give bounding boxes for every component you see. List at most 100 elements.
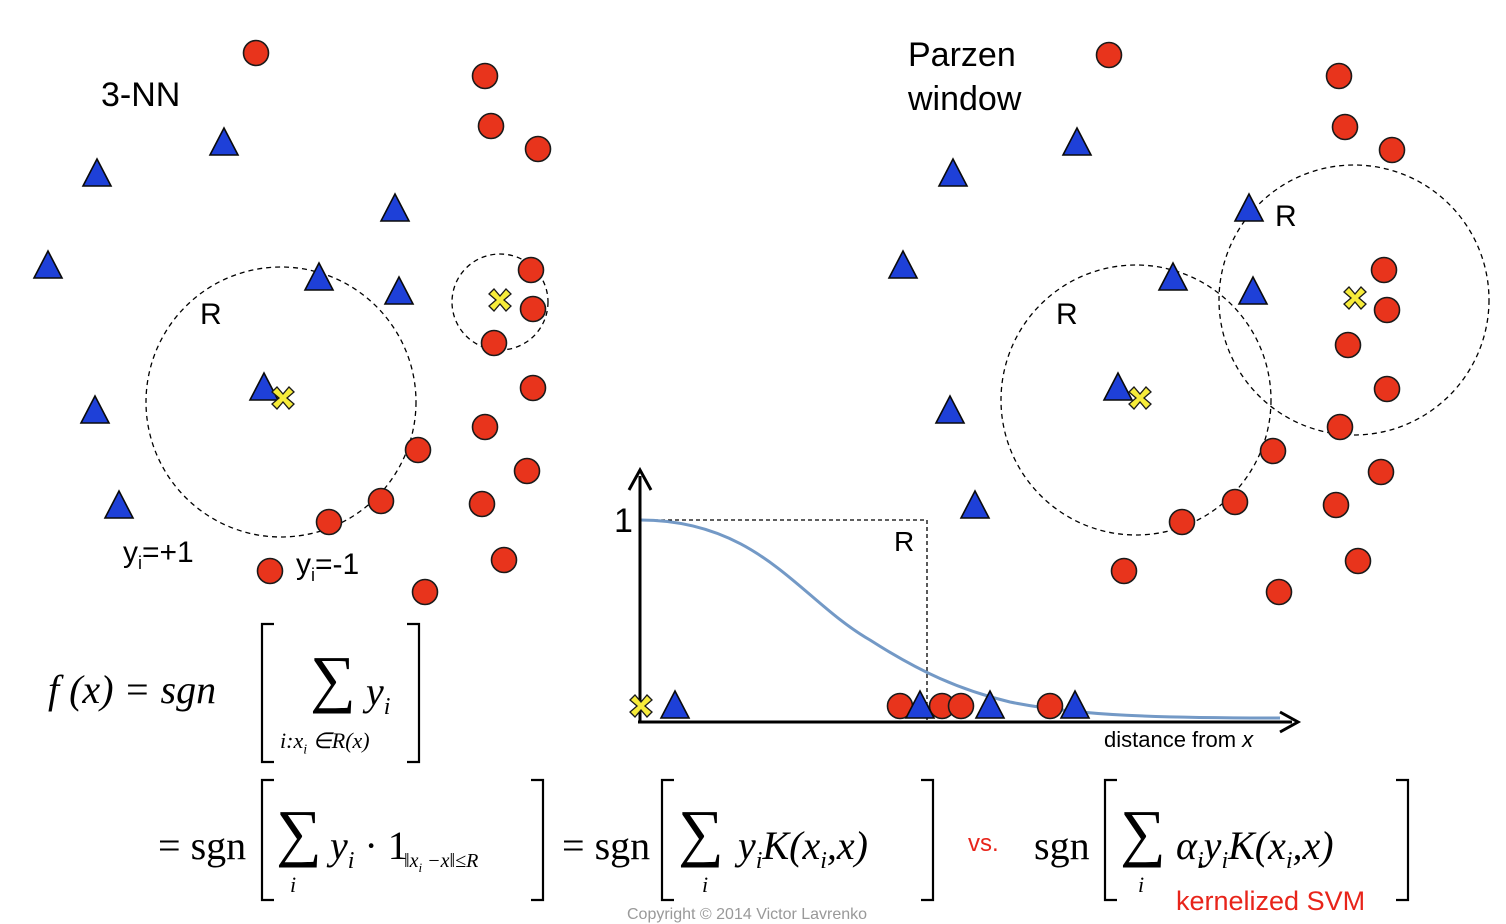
negative-point	[1259, 437, 1287, 465]
term-b-rest: K(x	[762, 823, 821, 868]
parzen-radius-label-right: R	[1275, 200, 1297, 233]
legend-negative-y: y	[296, 548, 311, 581]
positive-point	[383, 275, 415, 305]
sum-term-1-y: y	[366, 669, 384, 714]
indicator-rest: −x‖≤R	[422, 850, 479, 872]
sum-index-2: i	[290, 872, 297, 897]
legend-negative: yi=-1	[296, 548, 359, 586]
negative-point	[519, 374, 547, 402]
negative-point	[1265, 578, 1293, 606]
term-c-sub2: i	[1221, 848, 1229, 874]
query-point-marker	[271, 386, 295, 410]
eq-1: =	[158, 823, 181, 868]
positive-point	[959, 489, 991, 519]
sum-under-1-sub: i	[303, 742, 308, 758]
vs-label: vs.	[968, 830, 999, 857]
positive-point	[887, 249, 919, 279]
term-c-y: y	[1203, 823, 1222, 868]
bracket-l1-left	[260, 622, 274, 764]
term-b: yiK(xi,x)	[738, 822, 868, 875]
kernel-curve	[639, 518, 1281, 720]
negative-point	[411, 578, 439, 606]
eq-sgn-1: = sgn	[158, 822, 246, 869]
parzen-title-line2: window	[908, 80, 1022, 118]
parzen-title-line1: Parzen	[908, 36, 1016, 74]
eq-2: =	[562, 823, 585, 868]
negative-point	[513, 457, 541, 485]
sgn-3: sgn	[1034, 823, 1090, 868]
positive-point	[937, 157, 969, 187]
legend-negative-val: =-1	[315, 548, 360, 581]
positive-point	[379, 192, 411, 222]
bracket-l2c-right	[1396, 778, 1410, 902]
positive-point	[904, 689, 936, 719]
positive-point	[1102, 371, 1134, 401]
term-a-y: y	[330, 823, 348, 868]
indicator-subscript: ‖xi −x‖≤R	[404, 850, 478, 876]
sum-index-3: i	[702, 872, 709, 897]
term-b-y: y	[738, 823, 756, 868]
negative-point	[1370, 256, 1398, 284]
sgn-1: sgn	[190, 823, 247, 868]
query-point-marker	[1128, 386, 1152, 410]
negative-point	[1168, 508, 1196, 536]
bracket-l2a-right	[531, 778, 545, 902]
term-b-end: ,x)	[826, 823, 868, 868]
legend-positive: yi=+1	[123, 536, 194, 574]
positive-point	[659, 689, 691, 719]
parzen-radius-label-left: R	[1056, 298, 1078, 331]
query-point-marker	[1343, 286, 1367, 310]
negative-point	[477, 112, 505, 140]
term-a-rest: · 1	[354, 823, 408, 868]
sum-index-4: i	[1138, 872, 1145, 897]
positive-point	[934, 394, 966, 424]
knn-radius-label: R	[200, 298, 222, 331]
kernel-cutoff-label: R	[894, 526, 915, 557]
sum-symbol-1: ∑	[310, 643, 356, 714]
negative-point	[1331, 113, 1359, 141]
negative-point	[468, 490, 496, 518]
sum-under-1-rest: ∈R(x)	[307, 728, 370, 753]
negative-point	[1334, 331, 1362, 359]
sum-under-1-a: i:x	[280, 728, 304, 753]
kernel-x-label-text: distance from	[1104, 727, 1243, 752]
negative-point	[524, 135, 552, 163]
query-point-marker	[629, 694, 653, 718]
legend-positive-val: =+1	[142, 536, 194, 569]
negative-point	[519, 295, 547, 323]
positive-point	[208, 126, 240, 156]
negative-point	[480, 329, 508, 357]
positive-point	[103, 489, 135, 519]
indicator-a: ‖x	[404, 850, 419, 872]
kernel-x-label: distance from x	[1104, 727, 1253, 753]
term-c-sub1: i	[1197, 848, 1204, 874]
x-axis-arrowhead	[1279, 710, 1302, 734]
parzen-circle-right	[1218, 164, 1490, 436]
negative-point	[315, 508, 343, 536]
positive-point	[1061, 126, 1093, 156]
negative-point	[1325, 62, 1353, 90]
positive-point	[32, 249, 64, 279]
term-c-end: ,x)	[1292, 823, 1334, 868]
positive-point	[974, 689, 1006, 719]
positive-point	[303, 261, 335, 291]
formula-lhs-text: f (x) = sgn	[48, 667, 217, 712]
kernel-window-box	[640, 519, 928, 720]
legend-positive-y: y	[123, 536, 138, 569]
positive-point	[1157, 261, 1189, 291]
sum-term-1-sub: i	[383, 694, 391, 720]
negative-point	[471, 413, 499, 441]
positive-point	[1237, 275, 1269, 305]
knn-radius-circle	[145, 266, 417, 538]
knn-title: 3-NN	[101, 76, 181, 114]
term-c-sub3: i	[1285, 848, 1293, 874]
data-points	[32, 39, 1406, 720]
positive-point	[1233, 192, 1265, 222]
y-axis-arrowhead	[627, 466, 653, 491]
negative-point	[1036, 692, 1064, 720]
negative-point	[947, 692, 975, 720]
term-a-sub: i	[347, 848, 355, 874]
negative-point	[367, 487, 395, 515]
legend-negative-sub: i	[311, 565, 315, 585]
negative-point	[1221, 488, 1249, 516]
